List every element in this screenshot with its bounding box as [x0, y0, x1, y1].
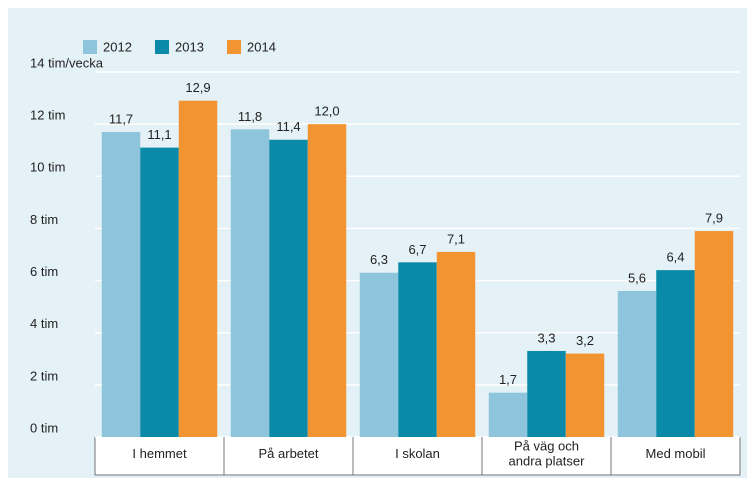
- value-label: 6,4: [666, 250, 684, 265]
- value-label: 7,1: [447, 231, 465, 246]
- bar: [565, 353, 605, 437]
- bar: [359, 272, 399, 437]
- bar: [140, 147, 179, 437]
- y-tick-label: 2 tim: [30, 368, 58, 383]
- y-tick-label: 4 tim: [30, 316, 58, 331]
- legend-swatch: [155, 40, 169, 54]
- bar: [398, 262, 437, 437]
- y-tick-label: 6 tim: [30, 264, 58, 279]
- legend-swatch: [227, 40, 241, 54]
- bar: [617, 291, 657, 437]
- y-tick-label: 0 tim: [30, 420, 58, 435]
- x-tick-label: I skolan: [395, 446, 440, 461]
- bar: [436, 251, 476, 437]
- bar: [230, 129, 270, 437]
- value-label: 6,7: [408, 242, 426, 257]
- x-tick-label: I hemmet: [132, 446, 187, 461]
- bar: [307, 124, 347, 438]
- bar: [178, 100, 218, 437]
- bar: [269, 139, 308, 438]
- value-label: 3,3: [537, 330, 555, 345]
- x-tick-label: På väg och andra platser: [509, 439, 586, 469]
- y-tick-label: 12 tim: [30, 108, 65, 123]
- bar: [694, 231, 734, 437]
- bar: [527, 350, 566, 437]
- x-tick-label: Med mobil: [646, 446, 706, 461]
- value-label: 11,4: [276, 119, 300, 134]
- category-strip: [94, 436, 741, 476]
- value-label: 12,9: [185, 80, 210, 95]
- legend-swatch: [83, 40, 97, 54]
- value-label: 6,3: [370, 252, 388, 267]
- value-label: 11,7: [109, 111, 133, 126]
- legend-label: 2012: [103, 39, 132, 54]
- value-label: 11,8: [238, 109, 262, 124]
- x-tick-label: På arbetet: [259, 446, 319, 461]
- value-label: 5,6: [628, 270, 646, 285]
- y-tick-label: 14 tim/vecka: [30, 55, 104, 70]
- bar: [488, 392, 528, 437]
- legend-label: 2014: [247, 39, 276, 54]
- y-tick-label: 10 tim: [30, 160, 65, 175]
- value-label: 1,7: [499, 372, 517, 387]
- value-label: 3,2: [576, 333, 594, 348]
- bar: [656, 270, 695, 437]
- value-label: 7,9: [705, 210, 723, 225]
- value-label: 11,1: [147, 127, 171, 142]
- value-label: 12,0: [314, 104, 339, 119]
- y-tick-label: 8 tim: [30, 212, 58, 227]
- bar: [101, 131, 141, 437]
- legend-label: 2013: [175, 39, 204, 54]
